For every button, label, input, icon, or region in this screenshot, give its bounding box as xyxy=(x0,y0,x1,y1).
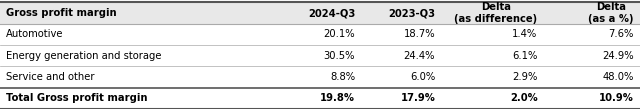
Bar xyxy=(0,2,640,24)
Text: 6.1%: 6.1% xyxy=(512,51,538,61)
Text: 2.0%: 2.0% xyxy=(510,93,538,103)
Text: 24.4%: 24.4% xyxy=(404,51,435,61)
Text: 2.9%: 2.9% xyxy=(512,72,538,82)
Text: Total Gross profit margin: Total Gross profit margin xyxy=(6,93,148,103)
Text: 10.9%: 10.9% xyxy=(599,93,634,103)
Text: Delta
(as difference): Delta (as difference) xyxy=(454,2,538,24)
Text: 7.6%: 7.6% xyxy=(608,29,634,39)
Text: Delta
(as a %): Delta (as a %) xyxy=(588,2,634,24)
Text: 17.9%: 17.9% xyxy=(401,93,435,103)
Text: 24.9%: 24.9% xyxy=(602,51,634,61)
Text: 6.0%: 6.0% xyxy=(410,72,435,82)
Text: 8.8%: 8.8% xyxy=(330,72,355,82)
Text: 2023-Q3: 2023-Q3 xyxy=(388,8,435,18)
Text: 48.0%: 48.0% xyxy=(602,72,634,82)
Text: Energy generation and storage: Energy generation and storage xyxy=(6,51,162,61)
Text: 20.1%: 20.1% xyxy=(324,29,355,39)
Text: Service and other: Service and other xyxy=(6,72,95,82)
Text: 2024-Q3: 2024-Q3 xyxy=(308,8,355,18)
Text: 1.4%: 1.4% xyxy=(513,29,538,39)
Text: 30.5%: 30.5% xyxy=(324,51,355,61)
Text: 19.8%: 19.8% xyxy=(320,93,355,103)
Text: Automotive: Automotive xyxy=(6,29,64,39)
Text: Gross profit margin: Gross profit margin xyxy=(6,8,117,18)
Text: 18.7%: 18.7% xyxy=(404,29,435,39)
